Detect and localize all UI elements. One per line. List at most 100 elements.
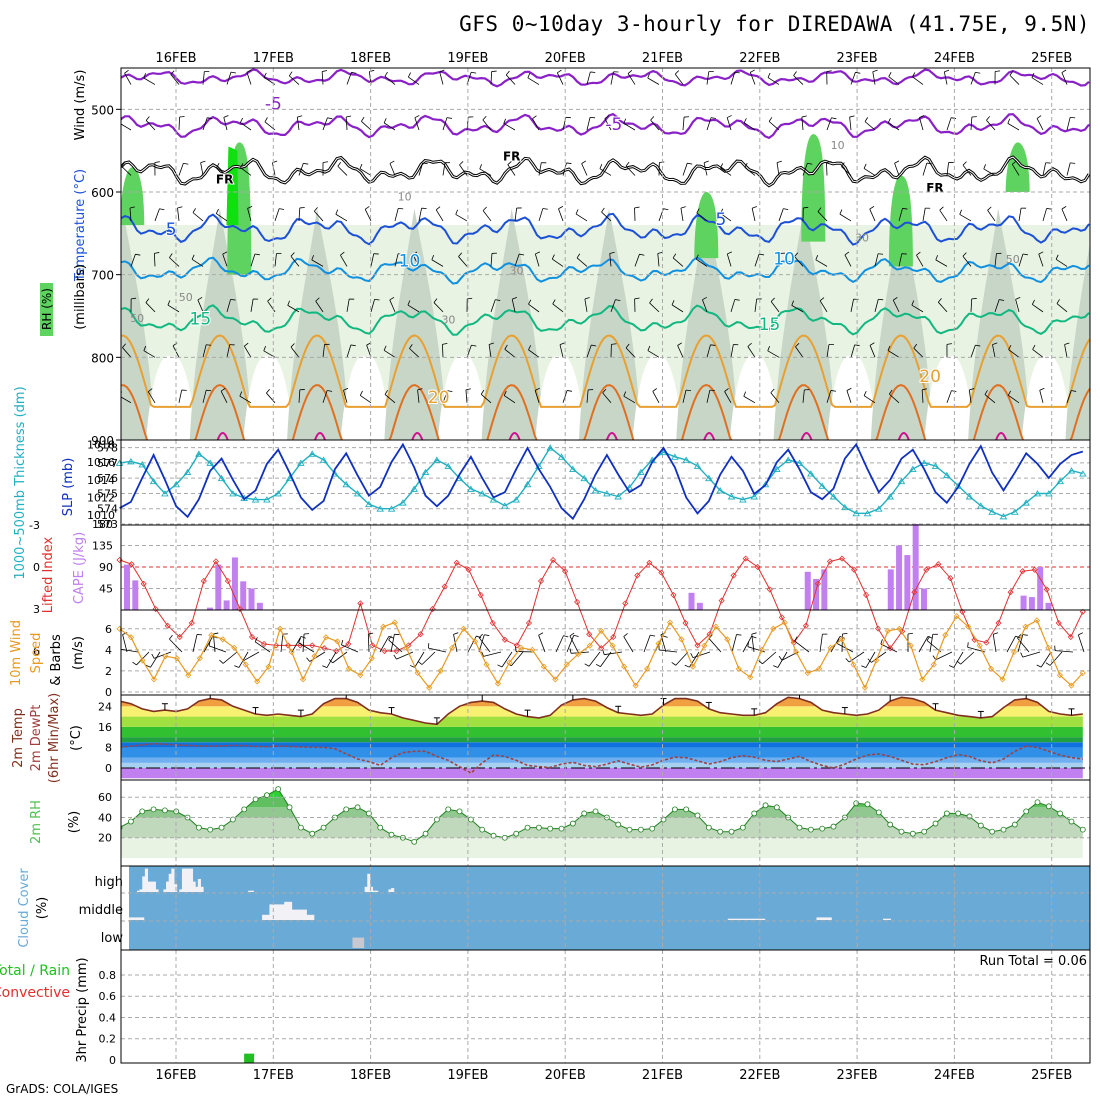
wind-barb [889,393,900,404]
wind-barb [581,160,587,164]
wind-barb [562,390,568,403]
wind-barb [314,210,324,222]
thickness-marker [625,483,634,491]
wind-barb [584,663,590,667]
wind-barb [575,209,579,215]
wind-barb [663,208,669,211]
wind-barb [1040,651,1052,668]
wind-barb [983,168,996,176]
wind-barb [841,162,845,167]
wind-barb [743,395,756,404]
wind-barb [995,70,1001,72]
wind-barb [1064,342,1070,345]
wind-barb [962,161,967,166]
date-label-top: 23FEB [837,51,878,66]
wind-barb [154,208,160,222]
wind-barb [826,344,830,358]
wind-barb [615,299,621,302]
wind-barb [511,651,524,666]
cloud-block [166,881,170,892]
wind-barb [414,115,420,119]
date-label-bottom: 21FEB [642,1068,683,1083]
thickness-line [119,446,1083,518]
li-marker [1019,568,1026,575]
rh-marker [864,801,871,808]
wind-barb [532,115,537,120]
cape-bar [912,524,919,610]
cloud-block [291,909,300,920]
wind-barb [226,344,231,358]
wind-barb [1036,115,1042,119]
y-tick-label: 574 [97,503,118,516]
wind-barb [767,346,770,351]
wind-barb [467,297,473,300]
y-tick-label: 60 [98,791,112,804]
wind-barb [922,162,928,176]
wind-barb [213,634,216,653]
wind-barb [749,72,756,85]
wind-barb [742,636,752,653]
wind-barb [351,71,357,74]
thickness-marker [546,444,554,451]
wind-barb [864,121,876,131]
li-marker [911,589,918,596]
y-tick-label: 24 [98,700,112,713]
li-marker [1031,566,1038,573]
wind-barb [1055,650,1074,653]
thickness-marker [909,465,917,472]
wind-speed-marker [288,648,295,656]
rh-marker [320,824,327,831]
thickness-marker [557,453,566,460]
wind-barb [625,165,636,176]
rh-shade [773,208,836,440]
wind-barb [556,72,564,85]
wind-barb [1020,652,1024,658]
wind-barb [288,71,293,77]
rh-band [121,817,1083,838]
li-marker [1043,586,1050,593]
li-marker [489,619,496,627]
wind-barb [482,115,487,121]
wind-barb [1046,208,1052,210]
wind-barb [398,207,404,210]
wind-barb [807,162,813,165]
temperature-band [121,747,1083,758]
rh-marker [728,828,735,835]
cape-bar [248,588,255,610]
wind-barb [534,390,540,403]
wind-barb [588,651,601,667]
isotherm-20 [121,334,1090,408]
wind-barb [393,654,397,660]
date-label-top: 17FEB [253,51,294,66]
date-label-bottom: 20FEB [545,1068,586,1083]
wind-barb [758,660,763,665]
wind-barb [744,167,756,176]
wind-barb [414,117,420,131]
li-marker [718,597,725,604]
thickness-marker [421,468,430,476]
wind-barb [290,343,295,348]
wind-barb [143,77,156,85]
wind-barb [122,634,128,653]
wind-barb [315,297,320,302]
wind-barb [326,651,337,668]
wind-barb [1018,253,1024,267]
li-marker [1079,608,1086,615]
isotherm-30 [1093,433,1100,440]
cloud-block [883,918,891,920]
thickness-marker [410,485,419,492]
wind-barb [639,253,645,256]
wind-barb [1012,160,1017,165]
wind-barb [767,72,771,78]
rh-marker [569,820,576,827]
wind-barb [488,342,494,345]
wind-barb [759,253,765,256]
wind-barb [826,390,832,403]
wind-barb [690,652,694,658]
wind-barb [880,639,883,645]
wind-barb [703,160,709,164]
wind-barb [337,165,348,176]
cloud-block [150,881,154,892]
wind-barb [383,345,387,351]
wind-speed-marker [173,655,180,662]
